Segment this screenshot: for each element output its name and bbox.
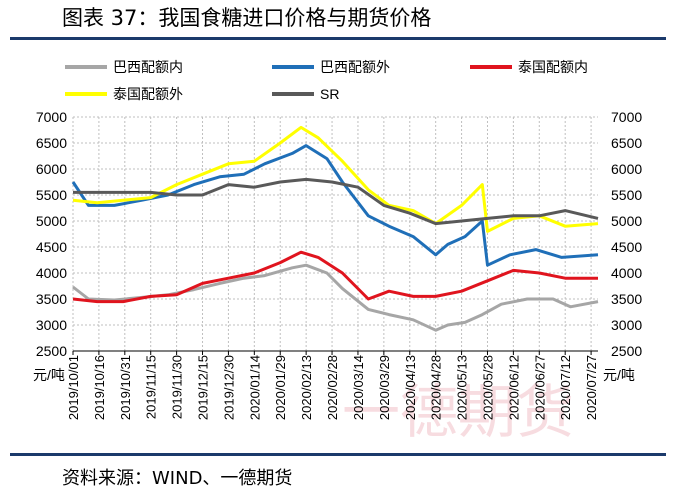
- y-tick-label-left: 6000: [36, 161, 67, 177]
- y-unit-right: 元/吨: [603, 367, 635, 383]
- x-tick-label: 2020/05/28: [480, 355, 495, 420]
- y-tick-label-left: 2500: [36, 343, 67, 359]
- x-tick-label: 2019/10/16: [92, 355, 107, 420]
- x-tick-label: 2020/06/27: [532, 355, 547, 420]
- legend-label: SR: [320, 86, 339, 102]
- x-tick-label: 2020/03/14: [351, 355, 366, 420]
- axes: 2500 2500 3000 3000 3500 3500 4000 4000 4500 4500…: [33, 109, 642, 420]
- grid: [72, 116, 598, 352]
- y-tick-label-left: 4000: [36, 265, 67, 281]
- y-tick-label-right: 6000: [611, 161, 642, 177]
- figure-title: 图表 37：我国食糖进口价格与期货价格: [62, 6, 432, 30]
- y-tick-label-left: 5500: [36, 187, 67, 203]
- y-tick-label-left: 3500: [36, 291, 67, 307]
- x-tick-label: 2020/06/12: [506, 355, 521, 420]
- legend-label: 泰国配额外: [113, 86, 183, 102]
- y-tick-label-left: 6500: [36, 135, 67, 151]
- y-tick-label-right: 3000: [611, 317, 642, 333]
- y-unit-left: 元/吨: [33, 367, 65, 383]
- legend-label: 泰国配额内: [518, 59, 588, 75]
- x-tick-label: 2019/10/01: [66, 355, 81, 420]
- y-tick-label-right: 4000: [611, 265, 642, 281]
- series-line: [72, 250, 598, 304]
- x-tick-label: 2020/07/12: [558, 355, 573, 420]
- x-tick-label: 2019/10/31: [118, 355, 133, 420]
- x-tick-label: 2019/12/15: [196, 355, 211, 420]
- y-tick-label-left: 3000: [36, 317, 67, 333]
- x-tick-label: 2020/05/13: [455, 355, 470, 420]
- y-tick-label-left: 5000: [36, 213, 67, 229]
- y-tick-label-right: 5500: [611, 187, 642, 203]
- legend-label: 巴西配额内: [113, 59, 183, 75]
- x-tick-label: 2019/11/15: [144, 355, 159, 419]
- x-tick-label: 2019/11/30: [170, 355, 185, 419]
- watermark-text: 一德期货: [342, 380, 574, 445]
- x-tick-label: 2020/07/27: [584, 355, 599, 420]
- x-tick-label: 2020/01/14: [247, 355, 262, 420]
- series-line: [71, 144, 599, 267]
- series-line: [72, 125, 599, 233]
- y-tick-label-right: 7000: [611, 109, 642, 125]
- y-tick-label-right: 2500: [611, 343, 642, 359]
- y-tick-label-right: 4500: [611, 239, 642, 255]
- x-tick-label: 2020/02/13: [299, 355, 314, 420]
- y-tick-label-left: 7000: [36, 109, 67, 125]
- source-note: 资料来源：WIND、一德期货: [62, 468, 293, 489]
- x-tick-label: 2020/04/28: [429, 355, 444, 420]
- x-tick-label: 2019/12/30: [221, 355, 236, 420]
- series-line: [73, 177, 599, 226]
- y-tick-label-right: 5000: [611, 213, 642, 229]
- source-rule: [10, 453, 666, 456]
- x-tick-label: 2020/03/29: [377, 355, 392, 420]
- legend-label: 巴西配额外: [320, 59, 390, 75]
- y-tick-label-right: 6500: [611, 135, 642, 151]
- y-tick-label-right: 3500: [611, 291, 642, 307]
- series-lines: [71, 125, 599, 332]
- watermark: 一德期货: [342, 380, 574, 445]
- title-rule: [10, 37, 666, 40]
- x-tick-label: 2020/04/13: [403, 355, 418, 420]
- x-tick-label: 2020/01/29: [273, 355, 288, 420]
- x-tick-label: 2020/02/28: [325, 355, 340, 420]
- y-tick-label-left: 4500: [36, 239, 67, 255]
